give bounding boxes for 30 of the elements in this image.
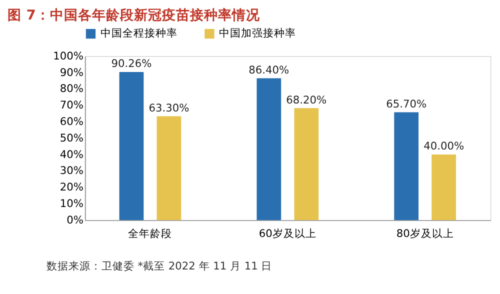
legend-label: 中国加强接种率 [219,26,296,40]
y-tick-label: 0% [66,213,84,226]
y-tick-label: 60% [60,115,84,128]
legend-label: 中国全程接种率 [100,26,178,40]
y-tick-label: 50% [60,131,84,144]
y-tick-label: 90% [60,66,84,79]
bar [294,108,319,220]
x-tick-label: 80岁及以上 [396,226,454,240]
y-tick-label: 30% [60,164,84,178]
y-tick-label: 40% [60,148,84,161]
y-tick-label: 70% [60,98,84,112]
data-label: 86.40% [248,63,290,76]
bar [256,78,282,220]
y-tick-label: 10% [60,197,84,210]
chart-title: 图 7：中国各年龄段新冠疫苗接种率情况 [8,6,261,24]
data-label: 90.26% [111,57,152,70]
data-label: 40.00% [424,140,464,153]
bar [119,72,144,220]
y-tick-label: 100% [53,49,84,62]
bar [394,112,419,220]
bar [432,154,456,220]
bar [156,116,182,220]
data-label: 65.70% [386,97,427,110]
source-note: 数据来源：卫健委 *截至 2022 年 11 月 11 日 [46,259,272,272]
x-tick-label: 60岁及以上 [258,226,316,240]
y-tick-label: 20% [60,180,84,194]
data-label: 63.30% [148,101,190,114]
x-tick-label: 全年龄段 [128,226,172,240]
data-label: 68.20% [286,93,327,106]
y-tick-label: 80% [60,82,84,96]
